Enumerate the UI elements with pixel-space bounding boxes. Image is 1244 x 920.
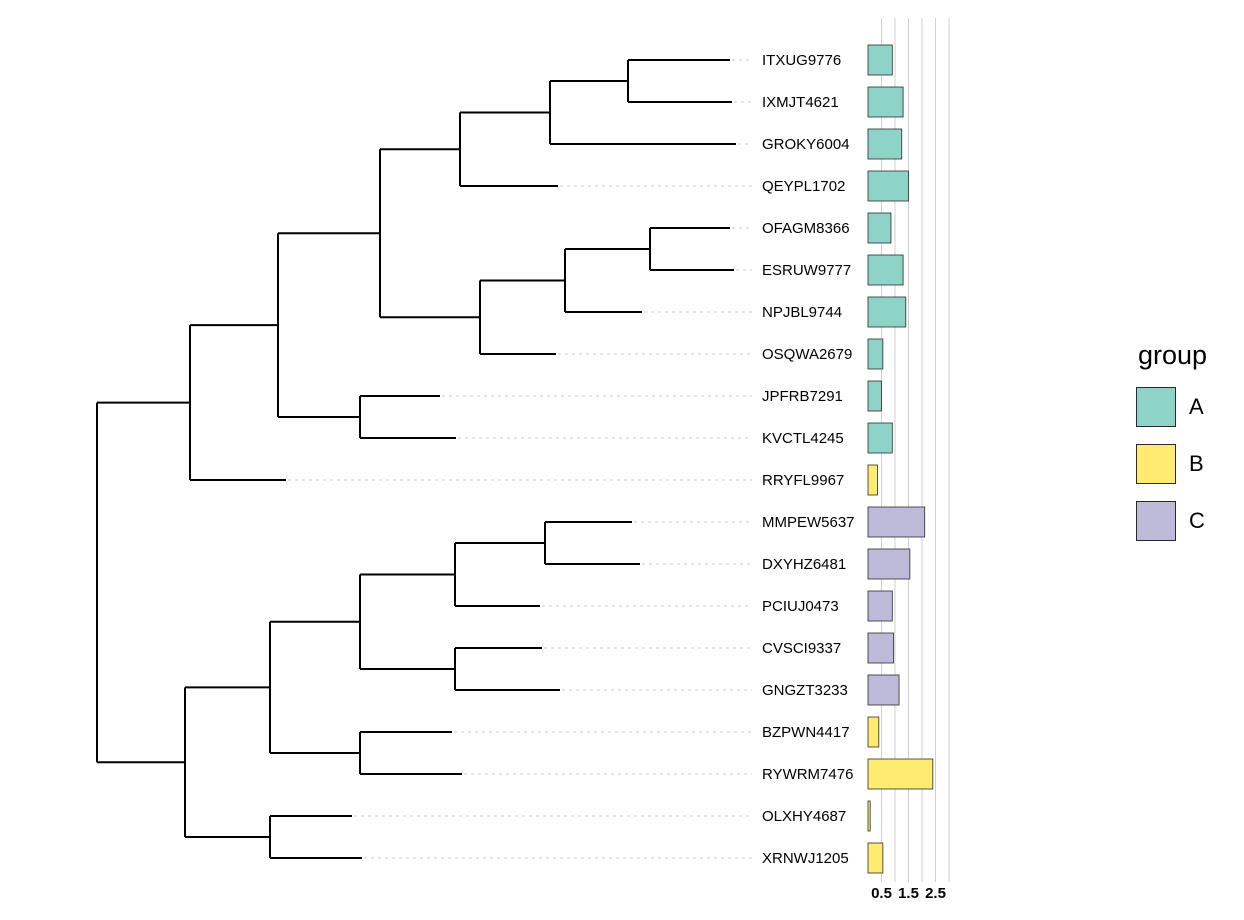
legend-items: A B C bbox=[1136, 387, 1207, 541]
bar-ITXUG9776 bbox=[867, 44, 893, 76]
legend-item-C: C bbox=[1136, 501, 1207, 541]
legend-item-B: B bbox=[1136, 444, 1207, 484]
legend: group A B C bbox=[1136, 340, 1207, 541]
tip-label-GROKY6004: GROKY6004 bbox=[762, 136, 850, 153]
legend-swatch-B bbox=[1136, 444, 1176, 484]
bar-GROKY6004 bbox=[867, 128, 903, 160]
tip-label-MMPEW5637: MMPEW5637 bbox=[762, 514, 855, 531]
legend-item-label: A bbox=[1189, 394, 1204, 419]
bar-IXMJT4621 bbox=[867, 86, 904, 118]
tip-label-RYWRM7476: RYWRM7476 bbox=[762, 766, 853, 783]
tip-label-ESRUW9777: ESRUW9777 bbox=[762, 262, 851, 279]
tip-label-JPFRB7291: JPFRB7291 bbox=[762, 388, 843, 405]
bar-OLXHY4687 bbox=[867, 800, 871, 832]
legend-item-A: A bbox=[1136, 387, 1207, 427]
tip-label-ITXUG9776: ITXUG9776 bbox=[762, 52, 841, 69]
legend-item-label: C bbox=[1189, 508, 1205, 533]
legend-item-label: B bbox=[1189, 451, 1204, 476]
tip-label-OSQWA2679: OSQWA2679 bbox=[762, 346, 852, 363]
tip-label-RRYFL9967: RRYFL9967 bbox=[762, 472, 844, 489]
tip-label-GNGZT3233: GNGZT3233 bbox=[762, 682, 848, 699]
bar-axis-tick-label: 1.5 bbox=[898, 885, 919, 902]
tip-label-OFAGM8366: OFAGM8366 bbox=[762, 220, 850, 237]
legend-swatch-C bbox=[1136, 501, 1176, 541]
bar-ESRUW9777 bbox=[867, 254, 904, 286]
tip-label-QEYPL1702: QEYPL1702 bbox=[762, 178, 845, 195]
bar-RYWRM7476 bbox=[867, 758, 934, 790]
bar-QEYPL1702 bbox=[867, 170, 909, 202]
bar-KVCTL4245 bbox=[867, 422, 893, 454]
bar-DXYHZ6481 bbox=[867, 548, 911, 580]
bar-XRNWJ1205 bbox=[867, 842, 884, 874]
bar-GNGZT3233 bbox=[867, 674, 900, 706]
legend-title: group bbox=[1138, 340, 1208, 370]
bar-PCIUJ0473 bbox=[867, 590, 893, 622]
bar-NPJBL9744 bbox=[867, 296, 907, 328]
bar-axis-tick-label: 2.5 bbox=[925, 885, 946, 902]
bar-JPFRB7291 bbox=[867, 380, 882, 412]
bar-OSQWA2679 bbox=[867, 338, 884, 370]
tip-label-XRNWJ1205: XRNWJ1205 bbox=[762, 850, 849, 867]
bar-BZPWN4417 bbox=[867, 716, 880, 748]
legend-swatch-A bbox=[1136, 387, 1176, 427]
tip-label-IXMJT4621: IXMJT4621 bbox=[762, 94, 839, 111]
tip-label-BZPWN4417: BZPWN4417 bbox=[762, 724, 850, 741]
bar-MMPEW5637 bbox=[867, 506, 926, 538]
tip-label-NPJBL9744: NPJBL9744 bbox=[762, 304, 842, 321]
tip-label-KVCTL4245: KVCTL4245 bbox=[762, 430, 844, 447]
bar-CVSCI9337 bbox=[867, 632, 895, 664]
tip-label-CVSCI9337: CVSCI9337 bbox=[762, 640, 841, 657]
tip-label-PCIUJ0473: PCIUJ0473 bbox=[762, 598, 839, 615]
bar-OFAGM8366 bbox=[867, 212, 892, 244]
bar-axis-tick-label: 0.5 bbox=[871, 885, 892, 902]
tip-label-OLXHY4687: OLXHY4687 bbox=[762, 808, 846, 825]
bar-RRYFL9967 bbox=[867, 464, 878, 496]
tip-label-DXYHZ6481: DXYHZ6481 bbox=[762, 556, 846, 573]
